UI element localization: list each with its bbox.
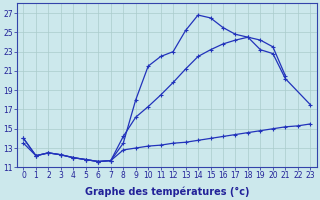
X-axis label: Graphe des températures (°c): Graphe des températures (°c) — [85, 186, 249, 197]
